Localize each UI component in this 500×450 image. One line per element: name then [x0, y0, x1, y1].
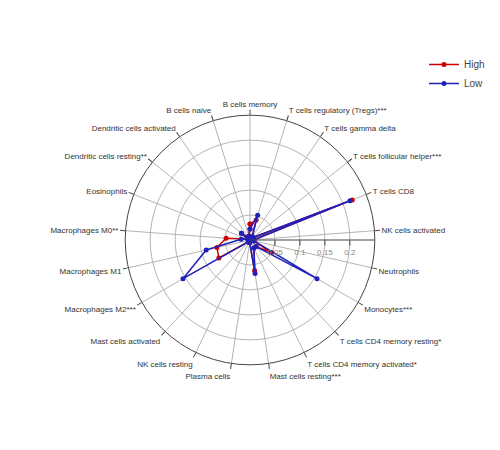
svg-text:T cells gamma delta: T cells gamma delta: [324, 124, 396, 133]
svg-text:T cells follicular helper***: T cells follicular helper***: [353, 152, 441, 161]
svg-text:T cells CD4 memory activated*: T cells CD4 memory activated*: [307, 360, 417, 369]
svg-text:Low: Low: [464, 78, 483, 89]
svg-text:NK cells activated: NK cells activated: [382, 226, 446, 235]
svg-text:Monocytes***: Monocytes***: [364, 305, 412, 314]
svg-text:T cells regulatory (Tregs)***: T cells regulatory (Tregs)***: [289, 106, 387, 115]
svg-text:0.15: 0.15: [317, 248, 333, 257]
svg-text:T cells CD8: T cells CD8: [373, 187, 415, 196]
svg-text:0.2: 0.2: [344, 248, 356, 257]
svg-text:NK cells resting: NK cells resting: [137, 360, 193, 369]
svg-text:B cells naive: B cells naive: [166, 106, 211, 115]
svg-text:Macrophages M1: Macrophages M1: [60, 267, 122, 276]
svg-text:Neutrophils: Neutrophils: [379, 267, 419, 276]
svg-text:0.1: 0.1: [294, 248, 306, 257]
svg-text:Macrophages M2***: Macrophages M2***: [65, 305, 136, 314]
svg-text:Mast cells resting***: Mast cells resting***: [270, 372, 341, 381]
svg-text:B cells memory: B cells memory: [223, 100, 278, 109]
svg-text:T cells CD4 memory resting*: T cells CD4 memory resting*: [340, 337, 442, 346]
svg-text:High: High: [464, 59, 485, 70]
svg-text:Dendritic cells resting**: Dendritic cells resting**: [65, 152, 147, 161]
svg-text:Mast cells activated: Mast cells activated: [90, 337, 160, 346]
svg-text:Macrophages M0**: Macrophages M0**: [50, 226, 118, 235]
svg-text:0.05: 0.05: [267, 248, 283, 257]
svg-text:Plasma cells: Plasma cells: [185, 372, 230, 381]
svg-text:Eosinophils: Eosinophils: [86, 187, 127, 196]
svg-text:Dendritic cells activated: Dendritic cells activated: [92, 124, 176, 133]
